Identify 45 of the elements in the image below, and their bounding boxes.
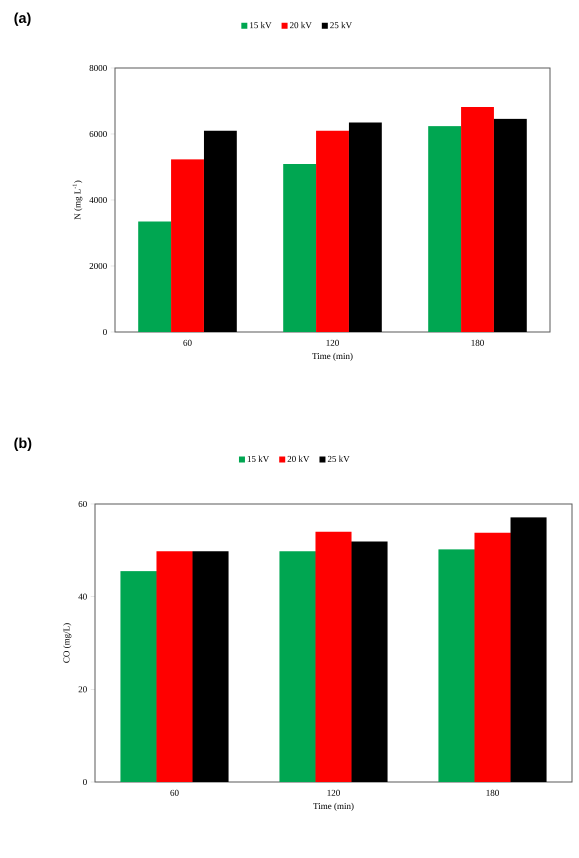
bar: [352, 542, 388, 782]
bar: [494, 118, 527, 332]
bar: [438, 549, 474, 782]
y-tick-label: 8000: [90, 64, 107, 72]
x-tick-label: 180: [486, 790, 499, 796]
x-tick-label: 60: [170, 790, 179, 796]
x-tick-label: 120: [328, 790, 340, 796]
bar: [315, 532, 352, 782]
legend-label: 25 kV: [330, 22, 352, 28]
bar: [156, 551, 193, 782]
bar: [461, 106, 494, 332]
y-tick-label: 2000: [90, 262, 107, 270]
bar: [171, 159, 204, 332]
legend-label: 20 kV: [288, 456, 310, 462]
y-axis-title: N (mg L$^{-1}$): [72, 180, 82, 220]
bar: [120, 571, 156, 782]
y-tick-label: 60: [78, 500, 87, 508]
y-tick-label: 6000: [90, 130, 107, 138]
y-tick-label: 0: [83, 778, 87, 786]
bar: [510, 517, 547, 782]
bar: [192, 551, 229, 782]
legend-label: 20 kV: [290, 22, 312, 28]
bar: [316, 130, 349, 332]
x-tick-label: 120: [326, 340, 339, 346]
y-tick-label: 40: [78, 594, 87, 600]
legend-label: 15 kV: [248, 456, 270, 462]
bar: [348, 122, 382, 332]
y-tick-label: 0: [103, 328, 107, 336]
chart-title: (a): [14, 12, 31, 26]
x-tick-label: 180: [472, 340, 484, 346]
x-axis-title: Time (min): [312, 352, 353, 361]
y-axis-title: CO (mg/L): [63, 623, 72, 663]
x-axis-title: Time (min): [313, 802, 354, 811]
bar: [428, 126, 462, 332]
bar: [474, 532, 511, 782]
y-tick-label: 20: [78, 686, 87, 692]
x-tick-label: 60: [183, 340, 192, 346]
chart-title: (b): [14, 438, 32, 452]
bar: [138, 221, 172, 332]
bar: [204, 130, 237, 332]
legend-label: 25 kV: [328, 456, 350, 462]
bar: [283, 164, 316, 332]
y-tick-label: 4000: [89, 196, 107, 204]
legend-label: 15 kV: [250, 22, 272, 28]
bar: [279, 551, 316, 782]
